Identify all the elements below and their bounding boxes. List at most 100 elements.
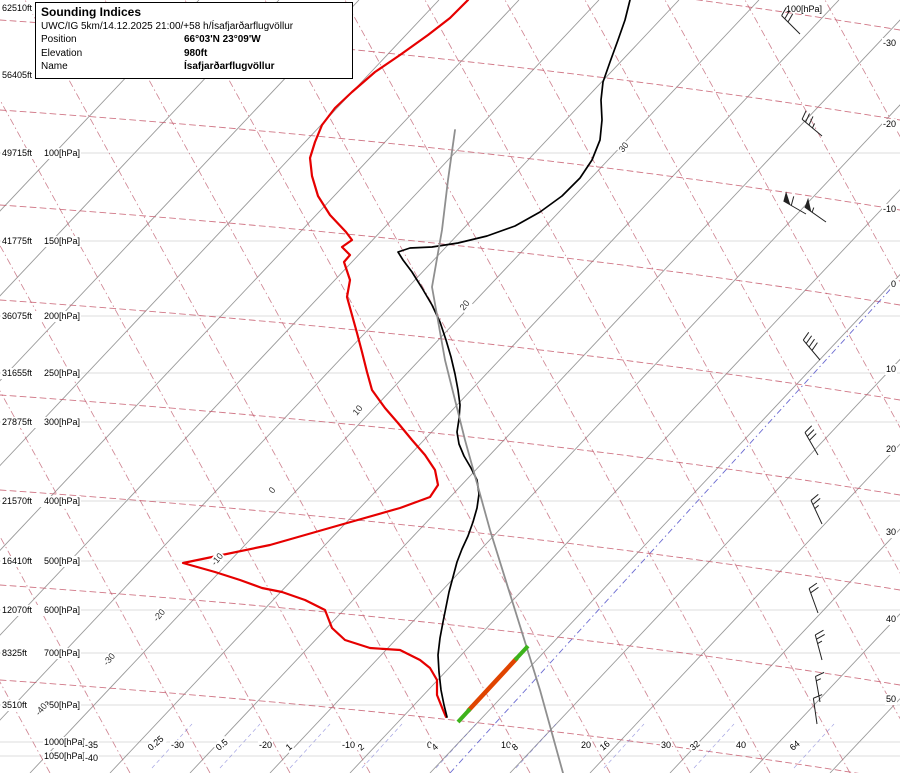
dry-adiabat-line xyxy=(0,681,51,773)
dry-adiabat-line xyxy=(184,0,611,773)
wind-barb-staff xyxy=(810,500,823,525)
moist-adiabat-curve xyxy=(0,394,900,496)
position-value: 66°03'N 23°09'W xyxy=(184,34,261,45)
parcel-segment-warm xyxy=(466,656,519,713)
parcel-path-curve xyxy=(431,129,564,773)
moist-adiabat-curve xyxy=(0,299,900,401)
isotherm-line xyxy=(189,19,900,773)
dry-adiabat-line xyxy=(664,0,900,429)
mixing-ratio-stub xyxy=(603,723,645,769)
sounding-info-box: Sounding Indices UWC/IG 5km/14.12.2025 2… xyxy=(35,2,353,79)
wind-barb-half-feather xyxy=(811,123,815,129)
wind-barb-feather xyxy=(787,13,794,23)
mixing-ratio-stub xyxy=(793,723,835,769)
moist-adiabat-curve xyxy=(0,489,900,591)
wind-barb-staff xyxy=(814,634,823,661)
isotherm-line xyxy=(589,443,900,773)
wind-barb-feather xyxy=(802,332,810,341)
wind-barb-half-feather xyxy=(814,504,819,509)
isotherm-line xyxy=(109,0,840,773)
mixing-ratio-stub xyxy=(289,723,331,769)
wind-barb-staff xyxy=(781,15,801,35)
wind-barb-feather xyxy=(806,429,815,437)
name-value: Ísafjarðarflugvöllur xyxy=(184,61,275,72)
wind-barb-half-feather xyxy=(817,640,823,645)
isotherm-line xyxy=(0,0,200,212)
wind-barb-feather xyxy=(809,433,817,441)
wind-barb-staff xyxy=(808,588,819,614)
mixing-ratio-line xyxy=(449,282,897,773)
mixing-ratio-stub xyxy=(435,723,477,769)
isotherm-line xyxy=(0,0,600,636)
wind-barb-feather xyxy=(805,335,813,344)
wind-barb-staff xyxy=(783,200,807,215)
wind-barb-staff xyxy=(804,432,819,456)
name-label: Name xyxy=(41,61,68,72)
wind-barb-feather xyxy=(812,498,821,505)
isotherm-line xyxy=(269,104,900,773)
wind-barb-feather xyxy=(808,338,815,348)
wind-barb-feather xyxy=(781,7,787,16)
dewpoint-curve xyxy=(181,0,470,719)
position-label: Position xyxy=(41,34,77,45)
elevation-label: Elevation xyxy=(41,47,83,59)
wind-barb-feather xyxy=(815,629,824,636)
isotherm-line xyxy=(0,0,360,382)
parcel-segment-green-high xyxy=(513,644,530,662)
isotherm-line xyxy=(749,613,900,773)
dry-adiabat-line xyxy=(344,0,771,773)
dry-adiabat-line xyxy=(0,390,211,773)
wind-barb-feather xyxy=(816,634,825,640)
top-right-pressure-label: 100[hPa] xyxy=(786,4,823,14)
isotherm-line xyxy=(349,189,900,773)
isotherm-line xyxy=(0,0,280,297)
dry-adiabat-line xyxy=(584,0,900,574)
dry-adiabat-line xyxy=(0,244,291,773)
wind-barb-feather xyxy=(810,586,819,594)
dry-adiabat-line xyxy=(0,535,131,773)
moist-adiabat-curve xyxy=(0,679,859,773)
dry-adiabat-line xyxy=(824,0,900,138)
wind-barb-feather xyxy=(808,116,814,126)
wind-barb-staff xyxy=(812,698,818,725)
wind-barb-feather xyxy=(801,110,807,120)
dry-adiabat-line xyxy=(104,0,531,773)
wind-barb-feather xyxy=(815,671,825,677)
dry-adiabat-line xyxy=(0,99,371,773)
wind-barb-feather xyxy=(813,694,823,699)
mixing-ratio-stub xyxy=(361,723,403,769)
info-row-position: Position 66°03'N 23°09'W xyxy=(41,33,347,47)
wind-barb-feather xyxy=(790,196,795,206)
moist-adiabat-curve xyxy=(0,204,900,306)
elevation-value: 980ft xyxy=(184,47,208,59)
moist-adiabat-curve xyxy=(0,109,900,211)
wind-barb-half-feather xyxy=(816,678,822,682)
wind-barb-feather xyxy=(805,113,810,123)
wind-barb-feather xyxy=(808,582,818,589)
isotherm-line xyxy=(0,0,680,721)
mixing-ratio-stub xyxy=(219,723,261,769)
wind-barb-flag xyxy=(783,191,791,205)
wind-barb-feather xyxy=(784,10,790,20)
dry-adiabat-line xyxy=(24,0,451,773)
isotherm-line xyxy=(0,0,520,551)
info-subtitle: UWC/IG 5km/14.12.2025 21:00/+58 h/Ísafja… xyxy=(41,21,294,32)
moist-adiabat-curve xyxy=(694,0,900,31)
dry-adiabat-line xyxy=(504,0,900,720)
wind-barb-feather xyxy=(811,342,818,351)
wind-barb-feather xyxy=(804,425,813,433)
wind-barb-half-feather xyxy=(811,207,815,213)
dry-adiabat-line xyxy=(744,0,900,283)
isotherm-line xyxy=(29,0,760,773)
mixing-ratio-stub xyxy=(515,723,557,769)
isotherm-line xyxy=(0,0,440,467)
temperature-curve xyxy=(397,0,631,718)
info-row-elevation: Elevation 980ft xyxy=(41,47,347,61)
parcel-segment-green-low xyxy=(456,707,472,724)
info-row-name: Name Ísafjarðarflugvöllur xyxy=(41,60,347,74)
isotherm-line xyxy=(669,528,900,773)
mixing-ratio-stub xyxy=(151,723,193,769)
dry-adiabat-line xyxy=(424,0,851,773)
